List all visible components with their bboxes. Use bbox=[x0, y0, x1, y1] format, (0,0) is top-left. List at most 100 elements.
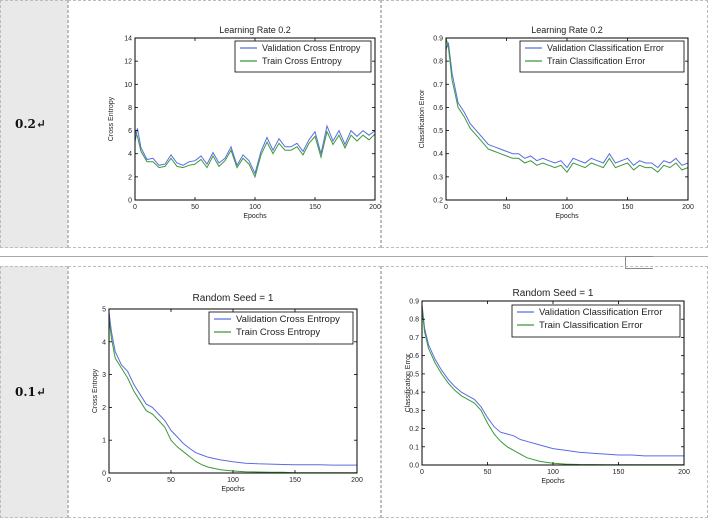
y-tick-label: 0.9 bbox=[433, 36, 443, 43]
x-tick-label: 0 bbox=[420, 469, 424, 476]
y-tick-label: 0.3 bbox=[433, 174, 443, 181]
legend-entry: Validation Cross Entropy bbox=[236, 314, 340, 325]
y-tick-label: 14 bbox=[124, 36, 132, 43]
y-tick-label: 0.6 bbox=[433, 105, 443, 112]
chart-title: Random Seed = 1 bbox=[513, 288, 594, 299]
legend-entry: Validation Classification Error bbox=[539, 307, 662, 318]
x-tick-label: 100 bbox=[227, 477, 239, 484]
validation-series-line bbox=[135, 124, 375, 175]
x-tick-label: 150 bbox=[309, 204, 321, 211]
y-tick-label: 0.1 bbox=[409, 444, 419, 451]
x-tick-label: 0 bbox=[133, 204, 137, 211]
y-tick-label: 0.4 bbox=[409, 390, 419, 397]
row-label: 0.2↵ bbox=[15, 117, 46, 131]
y-tick-label: 2 bbox=[128, 174, 132, 181]
table-corner-mark bbox=[625, 256, 653, 257]
y-tick-label: 0.7 bbox=[433, 82, 443, 89]
table-corner-mark-side bbox=[625, 256, 626, 268]
y-tick-label: 0.9 bbox=[409, 299, 419, 306]
chart-panel: Learning Rate 0.2 0 50 100 150 200 0.2 0.3 0.4 0.… bbox=[396, 23, 698, 227]
chart-cell: Learning Rate 0.2 0 50 100 150 200 0 2 4 6 8 10 12 14… bbox=[68, 0, 381, 248]
row-label-cell: 0.1↵ bbox=[0, 266, 68, 518]
x-tick-label: 200 bbox=[678, 469, 690, 476]
legend-box bbox=[234, 40, 372, 73]
y-tick-label: 6 bbox=[128, 128, 132, 135]
results-table-row-lr01: 0.1↵ Random Seed = 1 0 50 100 150 200 0 1 2 3 4 5 Ep… bbox=[0, 266, 708, 518]
chart-cell: Random Seed = 1 0 50 100 150 200 0 1 2 3 4 5 Epochs C… bbox=[68, 266, 381, 518]
validation-series-line bbox=[422, 304, 684, 457]
chart-panel: Random Seed = 1 0 50 100 150 200 0.0 0.1 0.2 0.3 0… bbox=[394, 285, 704, 499]
cross-entropy-chart-lr01: Random Seed = 1 0 50 100 150 200 0 1 2 3 4 5 Epochs C… bbox=[92, 293, 363, 493]
x-axis-label: Epochs bbox=[243, 213, 267, 220]
chart-panel: Random Seed = 1 0 50 100 150 200 0 1 2 3 4 5 Epochs C… bbox=[83, 287, 375, 501]
y-tick-label: 0.2 bbox=[433, 198, 443, 205]
y-tick-label: 0.0 bbox=[409, 463, 419, 470]
y-axis-label: Classification Error bbox=[405, 353, 412, 412]
chart-legend: Validation Classification Error Train Cla… bbox=[511, 304, 681, 338]
x-tick-label: 150 bbox=[613, 469, 625, 476]
chart-legend: Validation Cross Entropy Train Cross Entr… bbox=[208, 311, 354, 345]
chart-cell: Random Seed = 1 0 50 100 150 200 0.0 0.1 0.2 0.3 0… bbox=[381, 266, 708, 518]
y-tick-label: 5 bbox=[102, 307, 106, 314]
chart-cell: Learning Rate 0.2 0 50 100 150 200 0.2 0.3 0.4 0.… bbox=[381, 0, 708, 248]
x-tick-label: 100 bbox=[561, 204, 573, 211]
y-tick-label: 0.2 bbox=[409, 426, 419, 433]
y-axis-label: Classification Error bbox=[419, 89, 426, 148]
x-tick-label: 100 bbox=[249, 204, 261, 211]
chart-title: Random Seed = 1 bbox=[193, 293, 274, 304]
y-tick-label: 4 bbox=[128, 151, 132, 158]
x-tick-label: 150 bbox=[289, 477, 301, 484]
train-series-line bbox=[446, 38, 688, 174]
classification-error-chart-lr02: Learning Rate 0.2 0 50 100 150 200 0.2 0.3 0.4 0.… bbox=[419, 25, 694, 220]
y-axis-label: Cross Entropy bbox=[92, 368, 99, 413]
y-tick-label: 0.7 bbox=[409, 335, 419, 342]
x-tick-label: 200 bbox=[682, 204, 694, 211]
y-tick-label: 1 bbox=[102, 438, 106, 445]
chart-title: Learning Rate 0.2 bbox=[219, 25, 291, 35]
results-table-row-lr02: 0.2↵ Learning Rate 0.2 0 50 100 150 200 0 2 4 6 8 1… bbox=[0, 0, 708, 248]
validation-series-line bbox=[446, 42, 688, 169]
y-tick-label: 0.5 bbox=[433, 128, 443, 135]
y-tick-label: 0 bbox=[128, 198, 132, 205]
x-tick-label: 0 bbox=[107, 477, 111, 484]
y-tick-label: 4 bbox=[102, 339, 106, 346]
train-series-line bbox=[135, 130, 375, 179]
chart-panel: Learning Rate 0.2 0 50 100 150 200 0 2 4 6 8 10 12 14… bbox=[87, 23, 381, 227]
legend-entry: Train Classification Error bbox=[539, 320, 643, 331]
y-tick-label: 0.6 bbox=[409, 353, 419, 360]
x-tick-label: 50 bbox=[167, 477, 175, 484]
legend-box bbox=[208, 311, 354, 345]
y-tick-label: 0.8 bbox=[409, 317, 419, 324]
row-label-cell: 0.2↵ bbox=[0, 0, 68, 248]
series-group bbox=[135, 124, 375, 179]
y-tick-label: 8 bbox=[128, 105, 132, 112]
y-tick-label: 0.4 bbox=[433, 151, 443, 158]
chart-legend: Validation Cross Entropy Train Cross Entr… bbox=[234, 40, 372, 73]
y-tick-label: 10 bbox=[124, 82, 132, 89]
x-tick-label: 150 bbox=[622, 204, 634, 211]
classification-error-chart-lr01: Random Seed = 1 0 50 100 150 200 0.0 0.1 0.2 0.3 0… bbox=[405, 288, 690, 485]
x-tick-label: 200 bbox=[351, 477, 363, 484]
y-tick-label: 0 bbox=[102, 471, 106, 478]
x-tick-label: 50 bbox=[484, 469, 492, 476]
chart-legend: Validation Classification Error Train Cla… bbox=[519, 40, 685, 73]
x-tick-label: 200 bbox=[369, 204, 381, 211]
legend-entry: Train Cross Entropy bbox=[236, 327, 320, 338]
y-tick-label: 0.3 bbox=[409, 408, 419, 415]
y-tick-label: 0.5 bbox=[409, 371, 419, 378]
x-tick-label: 50 bbox=[191, 204, 199, 211]
row-label: 0.1↵ bbox=[15, 385, 46, 399]
y-tick-label: 3 bbox=[102, 372, 106, 379]
x-tick-label: 50 bbox=[503, 204, 511, 211]
validation-series-line bbox=[109, 312, 357, 466]
legend-box bbox=[511, 304, 681, 338]
legend-entry: Train Cross Entropy bbox=[262, 56, 342, 66]
x-tick-label: 100 bbox=[547, 469, 559, 476]
y-tick-label: 12 bbox=[124, 59, 132, 66]
x-tick-label: 0 bbox=[444, 204, 448, 211]
x-axis-label: Epochs bbox=[221, 486, 245, 493]
y-axis-label: Cross Entropy bbox=[108, 96, 115, 141]
x-axis-label: Epochs bbox=[555, 213, 579, 220]
cross-entropy-chart-lr02: Learning Rate 0.2 0 50 100 150 200 0 2 4 6 8 10 12 14… bbox=[108, 25, 381, 220]
y-tick-label: 2 bbox=[102, 405, 106, 412]
